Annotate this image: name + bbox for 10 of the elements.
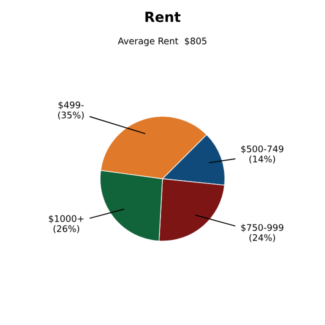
slice-label: $499-	[58, 101, 84, 110]
chart-title: Rent	[145, 12, 181, 22]
data-label: (26%)	[54, 225, 80, 234]
data-label: (35%)	[58, 111, 84, 120]
data-label: (14%)	[249, 155, 276, 164]
slice-label: $750-999	[241, 224, 284, 232]
data-label: (24%)	[249, 234, 276, 242]
slice-label: $500-749	[241, 145, 284, 154]
slice-label: $1000+	[48, 215, 84, 224]
chart-subtitle: Average Rent $805	[118, 37, 206, 46]
